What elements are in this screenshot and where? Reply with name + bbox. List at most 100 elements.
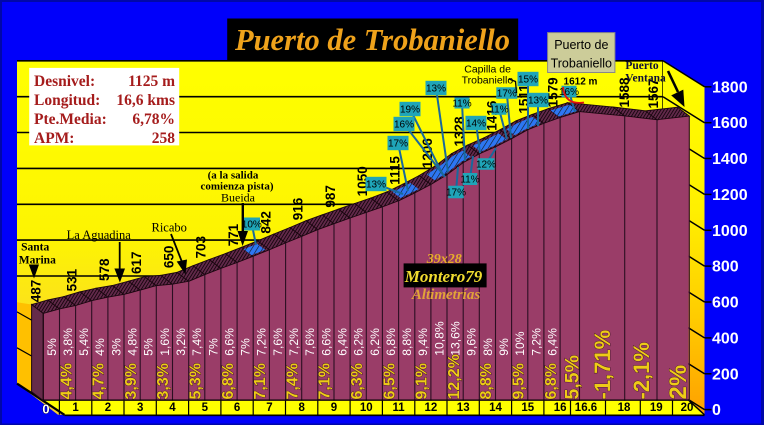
svg-text:1: 1 (72, 402, 79, 414)
svg-text:7,1%: 7,1% (317, 363, 334, 399)
svg-text:4,7%: 4,7% (91, 363, 108, 399)
svg-text:9,6%: 9,6% (465, 328, 479, 356)
svg-text:11%: 11% (460, 175, 479, 186)
svg-text:531: 531 (65, 268, 80, 291)
svg-text:13: 13 (457, 402, 470, 414)
svg-text:800: 800 (712, 259, 739, 276)
svg-text:1567: 1567 (646, 78, 661, 108)
svg-text:17%: 17% (388, 139, 408, 150)
svg-text:5: 5 (202, 402, 209, 414)
svg-text:11%: 11% (489, 105, 508, 116)
svg-text:7,2%: 7,2% (287, 328, 301, 356)
svg-text:Desnivel:: Desnivel: (34, 73, 95, 90)
svg-text:10%: 10% (242, 220, 262, 231)
svg-text:1600: 1600 (712, 115, 748, 132)
svg-text:12,2%: 12,2% (446, 354, 463, 399)
svg-text:13%: 13% (426, 84, 446, 95)
svg-text:10%: 10% (513, 331, 527, 356)
svg-text:3,2%: 3,2% (174, 328, 188, 356)
svg-text:842: 842 (258, 211, 273, 234)
svg-text:15%: 15% (518, 75, 538, 86)
svg-text:1612 m: 1612 m (564, 77, 598, 88)
svg-text:6,8%: 6,8% (384, 328, 398, 356)
svg-text:5,3%: 5,3% (188, 363, 205, 399)
svg-text:Puerto de Trobaniello: Puerto de Trobaniello (234, 23, 510, 57)
svg-text:Santa: Santa (21, 242, 49, 254)
svg-text:Puerto de: Puerto de (554, 38, 608, 52)
svg-text:6,4%: 6,4% (545, 328, 559, 356)
svg-text:11: 11 (393, 402, 406, 414)
svg-text:6,2%: 6,2% (368, 328, 382, 356)
svg-text:1125 m: 1125 m (128, 73, 175, 90)
svg-text:Pte.Media:: Pte.Media: (34, 111, 107, 128)
svg-text:6,8%: 6,8% (543, 363, 560, 399)
svg-text:4,8%: 4,8% (126, 328, 140, 356)
svg-text:8%: 8% (481, 338, 495, 356)
svg-text:14: 14 (489, 402, 502, 414)
svg-text:3,8%: 3,8% (61, 328, 75, 356)
svg-text:987: 987 (323, 185, 338, 208)
svg-text:Bueida: Bueida (221, 191, 256, 205)
svg-text:1000: 1000 (712, 223, 748, 240)
svg-text:Marina: Marina (19, 255, 56, 267)
svg-text:650: 650 (161, 246, 176, 269)
svg-text:18: 18 (618, 402, 631, 414)
svg-text:2%: 2% (665, 365, 692, 400)
svg-text:4: 4 (169, 402, 176, 414)
svg-text:8,8%: 8,8% (478, 363, 495, 399)
svg-text:9%: 9% (497, 338, 511, 356)
svg-text:7,4%: 7,4% (284, 363, 301, 399)
svg-text:7,6%: 7,6% (303, 328, 317, 356)
svg-text:Trobaniello: Trobaniello (551, 57, 612, 71)
svg-text:39x28: 39x28 (426, 252, 462, 267)
svg-text:6,2%: 6,2% (352, 328, 366, 356)
svg-text:6,8%: 6,8% (220, 363, 237, 399)
svg-text:(a la salida: (a la salida (208, 170, 259, 182)
svg-text:10: 10 (360, 402, 373, 414)
svg-text:771: 771 (226, 223, 241, 246)
svg-text:9,1%: 9,1% (414, 363, 431, 399)
svg-text:1400: 1400 (712, 151, 748, 168)
svg-text:7,4%: 7,4% (190, 328, 204, 356)
svg-text:0: 0 (42, 402, 49, 417)
svg-text:258: 258 (152, 130, 176, 147)
svg-text:14%: 14% (466, 119, 486, 130)
svg-text:200: 200 (712, 366, 739, 383)
svg-text:1579: 1579 (545, 77, 560, 107)
svg-text:3: 3 (137, 402, 143, 414)
svg-text:578: 578 (97, 258, 112, 281)
svg-text:Longitud:: Longitud: (34, 92, 100, 109)
svg-text:19: 19 (650, 402, 663, 414)
svg-text:12%: 12% (476, 160, 496, 171)
svg-text:17%: 17% (446, 188, 466, 199)
svg-text:6,78%: 6,78% (132, 111, 175, 128)
svg-text:-1,71%: -1,71% (590, 330, 615, 400)
svg-text:4%: 4% (93, 338, 107, 356)
svg-text:Ventana: Ventana (625, 73, 666, 85)
svg-text:7: 7 (266, 402, 272, 414)
svg-text:7,2%: 7,2% (529, 328, 543, 356)
svg-text:400: 400 (712, 330, 739, 347)
svg-text:0: 0 (712, 402, 721, 419)
svg-text:7%: 7% (206, 338, 220, 356)
svg-text:1800: 1800 (712, 79, 748, 96)
svg-text:9: 9 (331, 402, 337, 414)
svg-text:3,3%: 3,3% (155, 363, 172, 399)
svg-text:5%: 5% (142, 338, 156, 356)
svg-text:6,6%: 6,6% (319, 328, 333, 356)
svg-text:16: 16 (554, 402, 567, 414)
svg-text:1115: 1115 (388, 156, 403, 185)
svg-text:10,8%: 10,8% (432, 321, 446, 356)
svg-text:16%: 16% (559, 87, 579, 98)
svg-text:13%: 13% (528, 96, 548, 107)
svg-text:11%: 11% (452, 99, 471, 110)
svg-text:3,9%: 3,9% (123, 363, 140, 399)
svg-text:5%: 5% (45, 338, 59, 356)
svg-text:16.6: 16.6 (575, 402, 597, 414)
svg-text:1200: 1200 (712, 187, 748, 204)
svg-text:6,3%: 6,3% (349, 363, 366, 399)
svg-text:17%: 17% (497, 89, 517, 100)
svg-text:20: 20 (681, 402, 694, 414)
svg-text:7%: 7% (239, 338, 253, 356)
svg-text:13%: 13% (366, 180, 386, 191)
